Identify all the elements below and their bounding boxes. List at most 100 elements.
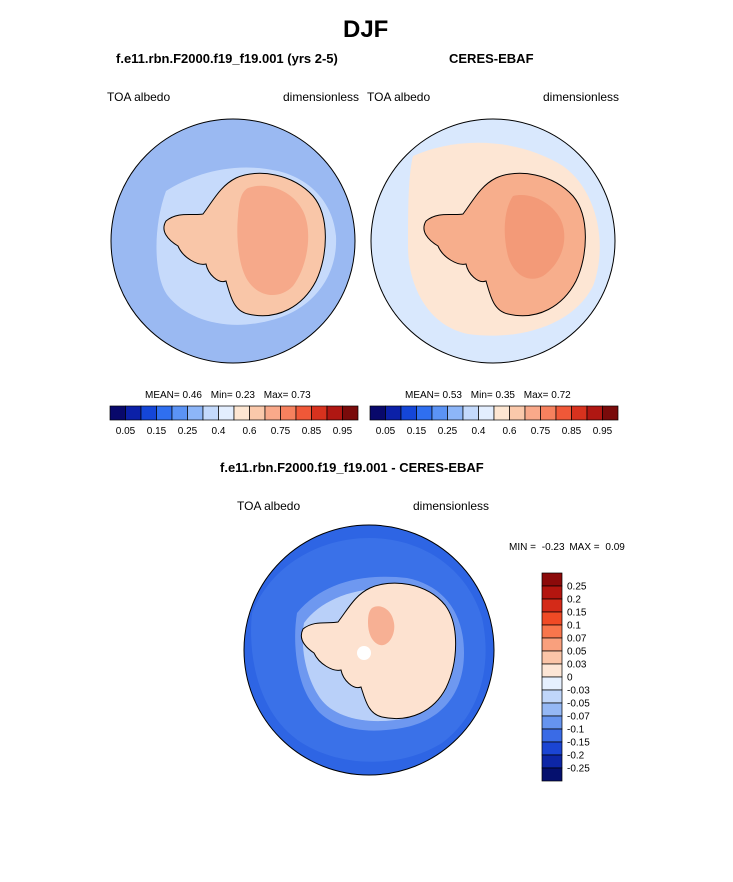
panel2-colorbar-tick-label: 0.25 <box>438 426 458 437</box>
panel1-colorbar-color-box <box>125 405 142 421</box>
panel1-colorbar-tick-label: 0.25 <box>178 426 198 437</box>
panel3-colorbar-color-box <box>541 754 563 769</box>
panel1-mean-label: MEAN= <box>145 390 180 401</box>
panel1-colorbar-color-box <box>326 405 343 421</box>
panel2-colorbar-color-box <box>493 405 510 421</box>
panel3-max-label: MAX = <box>569 542 600 553</box>
panel2-stats: MEAN= 0.53 Min= 0.35 Max= 0.72 <box>405 390 571 401</box>
panel2-colorbar-tick-label: 0.75 <box>531 426 551 437</box>
panel3-colorbar-color-box <box>541 624 563 639</box>
panel2-polar-map <box>370 118 616 364</box>
page-title: DJF <box>343 16 389 43</box>
panel2-colorbar-color-box <box>555 405 572 421</box>
panel3-colorbar-tick-label: -0.25 <box>567 764 590 775</box>
panel1-polar-map <box>110 118 356 364</box>
panel1-min-label: Min= <box>210 390 233 401</box>
panel2-min-value: 0.35 <box>495 390 515 401</box>
panel1-colorbar-tick-label: 0.4 <box>212 426 226 437</box>
panel2-colorbar-color-box <box>571 405 588 421</box>
panel3-polar-map <box>243 524 495 776</box>
panel3-colorbar-color-box <box>541 611 563 626</box>
panel3-colorbar-tick-label: 0.07 <box>567 634 587 645</box>
panel3-pole-gap <box>357 646 371 660</box>
panel3-colorbar-tick-label: -0.03 <box>567 686 590 697</box>
panel3-colorbar-color-box <box>541 663 563 678</box>
panel3-colorbar-color-box <box>541 585 563 600</box>
panel1-colorbar-color-box <box>202 405 219 421</box>
panel3-colorbar-color-box <box>541 715 563 730</box>
panel1-colorbar-color-box <box>249 405 266 421</box>
panel3-max-value: 0.09 <box>605 542 625 553</box>
panel1-colorbar-color-box <box>140 405 157 421</box>
panel2-colorbar-tick-label: 0.05 <box>376 426 396 437</box>
panel2-max-value: 0.72 <box>551 390 571 401</box>
panel1-colorbar-color-box <box>264 405 281 421</box>
panel3-colorbar-color-box <box>541 637 563 652</box>
panel3-colorbar-tick-label: 0.05 <box>567 647 587 658</box>
panel2-colorbar-tick-label: 0.15 <box>407 426 427 437</box>
panel3-antarctica <box>300 582 457 719</box>
panel3-colorbar-tick-label: 0 <box>567 673 573 684</box>
panel1-max-value: 0.73 <box>291 390 311 401</box>
panel2-colorbar-color-box <box>416 405 433 421</box>
panel1-stats: MEAN= 0.46 Min= 0.23 Max= 0.73 <box>145 390 311 401</box>
panel1-colorbar-color-box <box>109 405 126 421</box>
panel2-colorbar-color-box <box>509 405 526 421</box>
panel3-positive-core <box>368 606 395 646</box>
panel2-variable-label: TOA albedo <box>367 90 431 104</box>
panel3-units-label: dimensionless <box>413 499 490 513</box>
panel2-max-label: Max= <box>523 390 549 401</box>
panel2-colorbar-tick-label: 0.95 <box>593 426 613 437</box>
panel3-colorbar-tick-label: -0.2 <box>567 751 585 762</box>
panel2-colorbar-color-box <box>385 405 402 421</box>
panel2-colorbar-tick-label: 0.4 <box>472 426 486 437</box>
panel1-colorbar-color-box <box>280 405 297 421</box>
panel3-colorbar-color-box <box>541 767 563 782</box>
panel1-colorbar-color-box <box>311 405 328 421</box>
panel3-colorbar-color-box <box>541 650 563 665</box>
panel3-colorbar-color-box <box>541 598 563 613</box>
panel1-plateau <box>237 185 309 296</box>
panel1-colorbar-tick-label: 0.75 <box>271 426 291 437</box>
panel1-colorbar-tick-label: 0.05 <box>116 426 136 437</box>
panel3-title: f.e11.rbn.F2000.f19_f19.001 - CERES-EBAF <box>220 460 484 475</box>
panel1-colorbar-tick-label: 0.95 <box>333 426 353 437</box>
panel1-colorbar-color-box <box>218 405 235 421</box>
panel2-colorbar-color-box <box>478 405 495 421</box>
panel2-colorbar-color-box <box>447 405 464 421</box>
panel2-colorbar: 0.05 0.15 0.25 0.4 0.6 0.75 0.85 0.95 <box>369 405 619 437</box>
panel1-colorbar-tick-label: 0.85 <box>302 426 322 437</box>
panel1-colorbar-tick-label: 0.6 <box>243 426 257 437</box>
panel2-colorbar-color-box <box>462 405 479 421</box>
panel1-colorbar-tick-label: 0.15 <box>147 426 167 437</box>
panel1-min-value: 0.23 <box>235 390 255 401</box>
panel3-colorbar-tick-label: -0.05 <box>567 699 590 710</box>
panel2-colorbar-color-box <box>524 405 541 421</box>
panel1-colorbar-color-box <box>187 405 204 421</box>
panel3-colorbar-tick-label: 0.25 <box>567 582 587 593</box>
panel3-colorbar-color-box <box>541 572 563 587</box>
panel3-min-value: -0.23 <box>541 542 565 553</box>
panel3-colorbar-tick-label: 0.03 <box>567 660 587 671</box>
panel3-stats: MIN = -0.23 MAX = 0.09 <box>509 542 625 553</box>
panel1-title: f.e11.rbn.F2000.f19_f19.001 (yrs 2-5) <box>116 51 338 66</box>
panel1-colorbar-color-box <box>342 405 359 421</box>
panel2-colorbar-color-box <box>400 405 417 421</box>
panel3-colorbar-tick-label: -0.07 <box>567 712 590 723</box>
panel3-colorbar: 0.25 0.2 0.15 0.1 0.07 0.05 0.03 0 -0.03 -0.05 -0.… <box>541 572 590 782</box>
panel3-colorbar-tick-label: -0.1 <box>567 725 585 736</box>
panel2-colorbar-color-box <box>431 405 448 421</box>
panel2-colorbar-color-box <box>540 405 557 421</box>
panel3-colorbar-color-box <box>541 676 563 691</box>
panel2-colorbar-tick-label: 0.85 <box>562 426 582 437</box>
panel2-plateau <box>504 195 565 279</box>
panel2-units-label: dimensionless <box>543 90 620 104</box>
panel2-min-label: Min= <box>470 390 493 401</box>
panel3-colorbar-color-box <box>541 702 563 717</box>
panel2-colorbar-color-box <box>602 405 619 421</box>
panel3-colorbar-color-box <box>541 728 563 743</box>
panel3-colorbar-tick-label: 0.1 <box>567 621 581 632</box>
panel1-colorbar-color-box <box>156 405 173 421</box>
panel1-colorbar-color-box <box>171 405 188 421</box>
panel1-colorbar-color-box <box>233 405 250 421</box>
